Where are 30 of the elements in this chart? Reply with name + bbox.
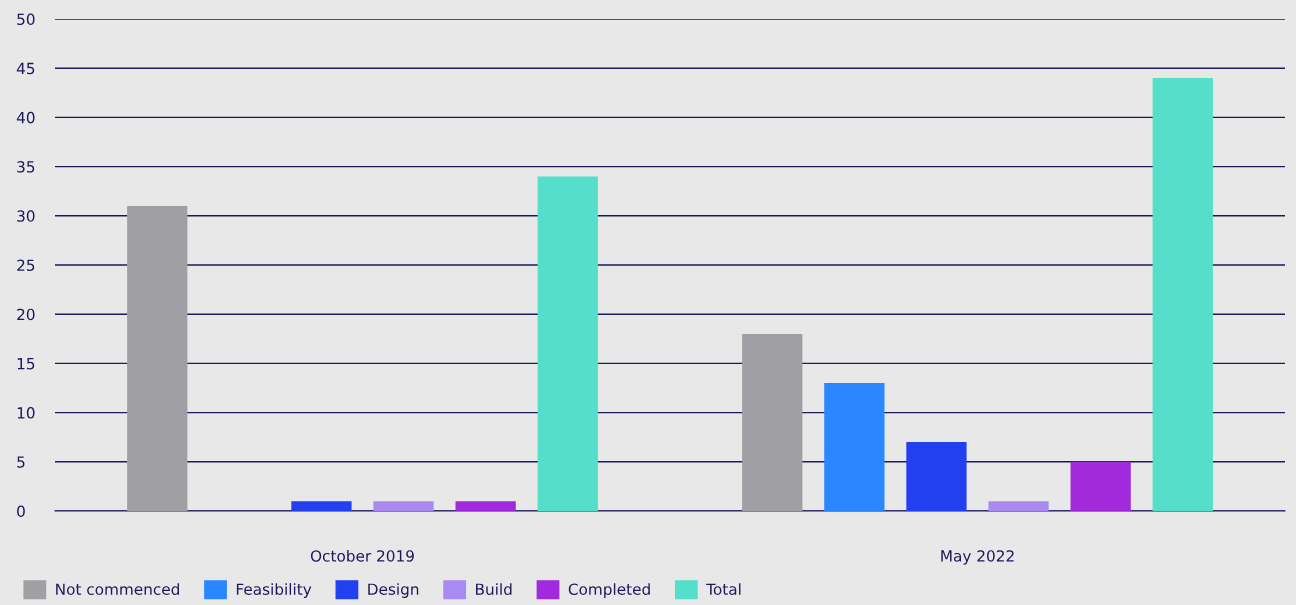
bar [455,501,516,511]
y-tick-label: 0 [17,505,25,518]
bar [988,501,1049,511]
bar [1152,78,1213,511]
y-tick-label: 40 [16,111,35,124]
bar [1070,461,1131,511]
x-tick-label: October 2019 [310,549,414,562]
y-tick-label: 10 [17,407,35,419]
bar [537,176,598,511]
legend-label: Completed [568,583,650,598]
legend-label: Build [476,583,512,595]
y-tick-label: 45 [16,62,35,75]
legend-label: Feasibility [236,583,312,598]
y-tick-label: 20 [17,308,35,321]
legend-label: Not commenced [56,583,179,595]
bar [291,501,352,511]
x-tick-label: May 2022 [941,550,1014,565]
legend-label: Design [368,583,419,598]
bar [742,333,803,511]
bar [373,501,434,511]
y-tick-label: 15 [17,358,35,370]
bar [824,383,885,511]
y-tick-label: 35 [17,161,35,173]
y-tick-label: 50 [17,13,35,26]
y-tick-label: 30 [17,210,35,222]
bar [127,205,188,511]
legend-label: Total [706,583,741,595]
y-tick-label: 25 [17,259,35,272]
bar [906,442,967,511]
y-tick-label: 5 [17,456,25,468]
